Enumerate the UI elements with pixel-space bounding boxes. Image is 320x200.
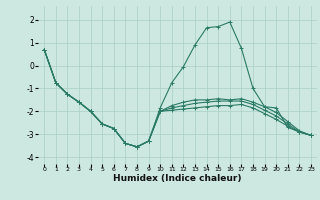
X-axis label: Humidex (Indice chaleur): Humidex (Indice chaleur): [113, 174, 242, 183]
